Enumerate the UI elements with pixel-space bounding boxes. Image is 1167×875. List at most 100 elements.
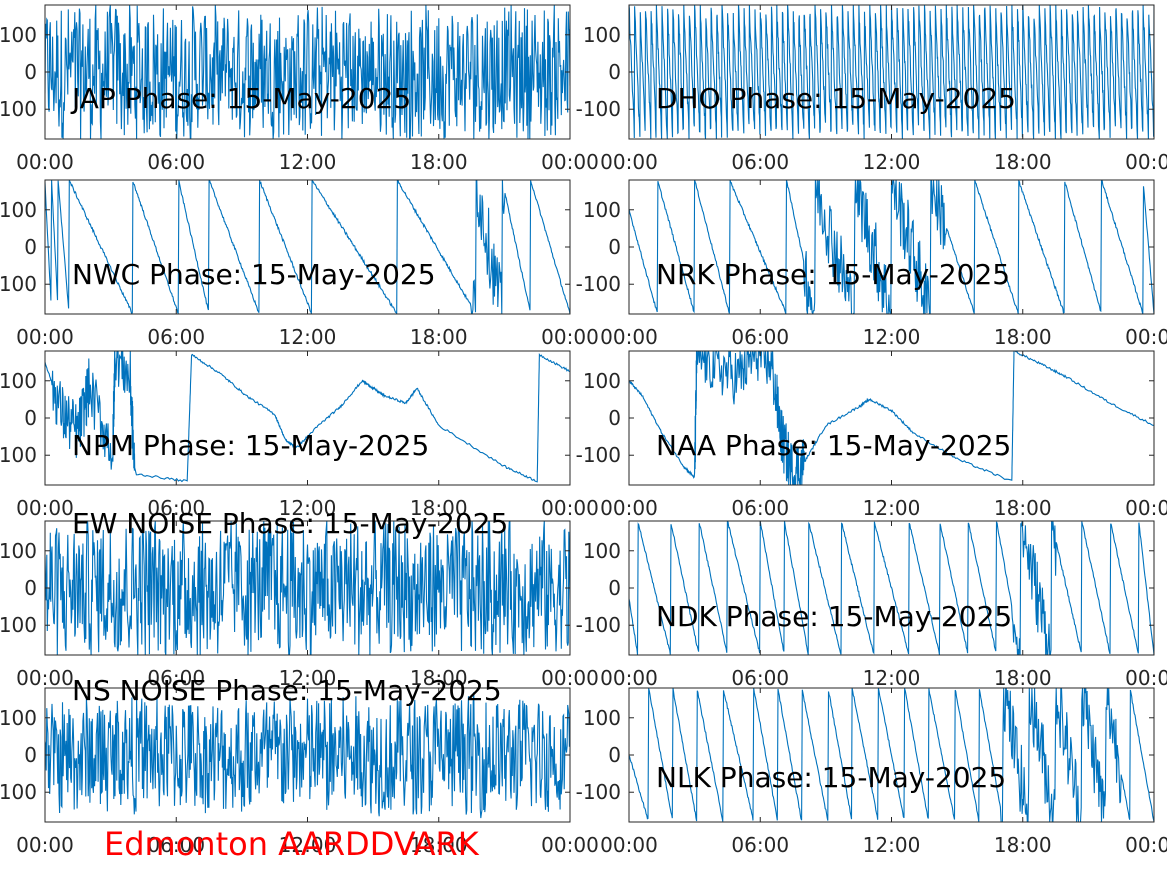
subplot-2: -100 0 100 00:00 06:00 12:00 18:00 00:00 DHO Pha…	[576, 4, 1167, 174]
x-tick-label: 18:00	[410, 325, 468, 349]
y-tick-label: 100	[0, 198, 37, 222]
y-tick-label: -100	[0, 272, 37, 296]
y-tick-label: 100	[583, 539, 621, 563]
y-tick-label: 100	[0, 706, 37, 730]
x-tick-label: 12:00	[863, 150, 921, 174]
x-tick-label: 00:00	[1125, 833, 1167, 857]
x-tick-label: 06:00	[147, 325, 205, 349]
x-tick-label: 00:00	[600, 666, 658, 690]
subplot-title: NDK Phase: 15-May-2025	[656, 600, 1012, 633]
y-tick-label: 0	[24, 576, 37, 600]
x-tick-label: 06:00	[731, 833, 789, 857]
y-tick-label: -100	[576, 443, 621, 467]
x-tick-label: 00:00	[541, 833, 599, 857]
x-tick-label: 18:00	[994, 496, 1052, 520]
x-tick-label: 12:00	[279, 150, 337, 174]
x-tick-label: 00:00	[600, 325, 658, 349]
subplot-title: NWC Phase: 15-May-2025	[72, 258, 436, 291]
subplot-10: -100 0 100 00:00 06:00 12:00 18:00 00:00 NLK Pha…	[576, 687, 1167, 857]
x-tick-label: 12:00	[279, 325, 337, 349]
x-tick-label: 06:00	[147, 496, 205, 520]
x-tick-label: 06:00	[147, 666, 205, 690]
x-tick-label: 12:00	[863, 496, 921, 520]
series-line	[45, 180, 570, 314]
subplot-3: -100 0 100 00:00 06:00 12:00 18:00 00:00 NWC Pha…	[0, 179, 599, 349]
x-tick-label: 00:00	[541, 150, 599, 174]
y-tick-label: -100	[0, 97, 37, 121]
x-tick-label: 00:00	[541, 325, 599, 349]
x-tick-label: 06:00	[731, 496, 789, 520]
series-line	[45, 692, 570, 819]
subplot-9: -100 0 100 00:00 06:00 12:00 18:00 00:00 NS NOIS…	[0, 674, 599, 857]
subplot-6: -100 0 100 00:00 06:00 12:00 18:00 00:00 NAA Pha…	[576, 350, 1167, 520]
x-tick-label: 00:00	[1125, 150, 1167, 174]
subplot-title: NLK Phase: 15-May-2025	[656, 761, 1006, 794]
x-tick-label: 06:00	[731, 666, 789, 690]
footer-title: Edmonton AARDDVARK	[104, 825, 479, 863]
y-tick-label: 0	[608, 406, 621, 430]
subplot-title: NAA Phase: 15-May-2025	[656, 429, 1011, 462]
series-line	[45, 351, 570, 483]
x-tick-label: 00:00	[1125, 325, 1167, 349]
x-tick-label: 00:00	[600, 496, 658, 520]
y-tick-label: -100	[576, 272, 621, 296]
subplot-title: NS NOISE Phase: 15-May-2025	[72, 674, 502, 707]
y-tick-label: -100	[576, 780, 621, 804]
x-tick-label: 12:00	[279, 496, 337, 520]
x-tick-label: 00:00	[541, 496, 599, 520]
subplot-title: NPM Phase: 15-May-2025	[72, 429, 429, 462]
x-tick-label: 18:00	[994, 666, 1052, 690]
x-tick-label: 00:00	[1125, 496, 1167, 520]
y-tick-label: -100	[576, 97, 621, 121]
series-line	[629, 351, 1154, 485]
x-tick-label: 18:00	[994, 833, 1052, 857]
series-line	[629, 521, 1154, 655]
y-tick-label: 0	[608, 743, 621, 767]
y-tick-label: -100	[576, 613, 621, 637]
x-tick-label: 18:00	[410, 833, 468, 857]
x-tick-label: 06:00	[147, 150, 205, 174]
series-line	[629, 5, 1154, 139]
subplot-4: -100 0 100 00:00 06:00 12:00 18:00 00:00 NRK Pha…	[576, 179, 1167, 349]
x-tick-label: 00:00	[16, 150, 74, 174]
y-tick-label: 100	[583, 706, 621, 730]
y-tick-label: 100	[583, 23, 621, 47]
y-tick-label: 100	[583, 198, 621, 222]
x-tick-label: 18:00	[410, 666, 468, 690]
y-tick-label: -100	[0, 780, 37, 804]
y-tick-label: 0	[608, 235, 621, 259]
x-tick-label: 12:00	[279, 666, 337, 690]
y-tick-label: 100	[0, 539, 37, 563]
x-tick-label: 18:00	[410, 496, 468, 520]
y-tick-label: -100	[0, 443, 37, 467]
x-tick-label: 12:00	[863, 666, 921, 690]
y-tick-label: 100	[0, 23, 37, 47]
y-tick-label: 0	[24, 60, 37, 84]
subplot-1: -100 0 100 00:00 06:00 12:00 18:00 00:00 JAP Pha…	[0, 4, 599, 174]
subplot-8: -100 0 100 00:00 06:00 12:00 18:00 00:00 NDK Pha…	[576, 520, 1167, 690]
x-tick-label: 00:00	[16, 833, 74, 857]
subplot-title: DHO Phase: 15-May-2025	[656, 82, 1016, 115]
x-tick-label: 12:00	[279, 833, 337, 857]
x-tick-label: 12:00	[863, 833, 921, 857]
x-tick-label: 00:00	[600, 150, 658, 174]
y-tick-label: -100	[0, 613, 37, 637]
x-tick-label: 12:00	[863, 325, 921, 349]
series-line	[629, 180, 1154, 314]
subplot-5: -100 0 100 00:00 06:00 12:00 18:00 00:00 NPM Pha…	[0, 350, 599, 520]
x-tick-label: 00:00	[541, 666, 599, 690]
series-line	[629, 688, 1154, 822]
x-tick-label: 00:00	[16, 496, 74, 520]
x-tick-label: 18:00	[994, 150, 1052, 174]
y-tick-label: 0	[24, 406, 37, 430]
x-tick-label: 06:00	[147, 833, 205, 857]
y-tick-label: 0	[24, 743, 37, 767]
subplot-title: NRK Phase: 15-May-2025	[656, 258, 1010, 291]
x-tick-label: 00:00	[16, 325, 74, 349]
series-line	[45, 5, 570, 139]
x-tick-label: 00:00	[16, 666, 74, 690]
x-tick-label: 18:00	[410, 150, 468, 174]
x-tick-label: 00:00	[600, 833, 658, 857]
y-tick-label: 0	[24, 235, 37, 259]
